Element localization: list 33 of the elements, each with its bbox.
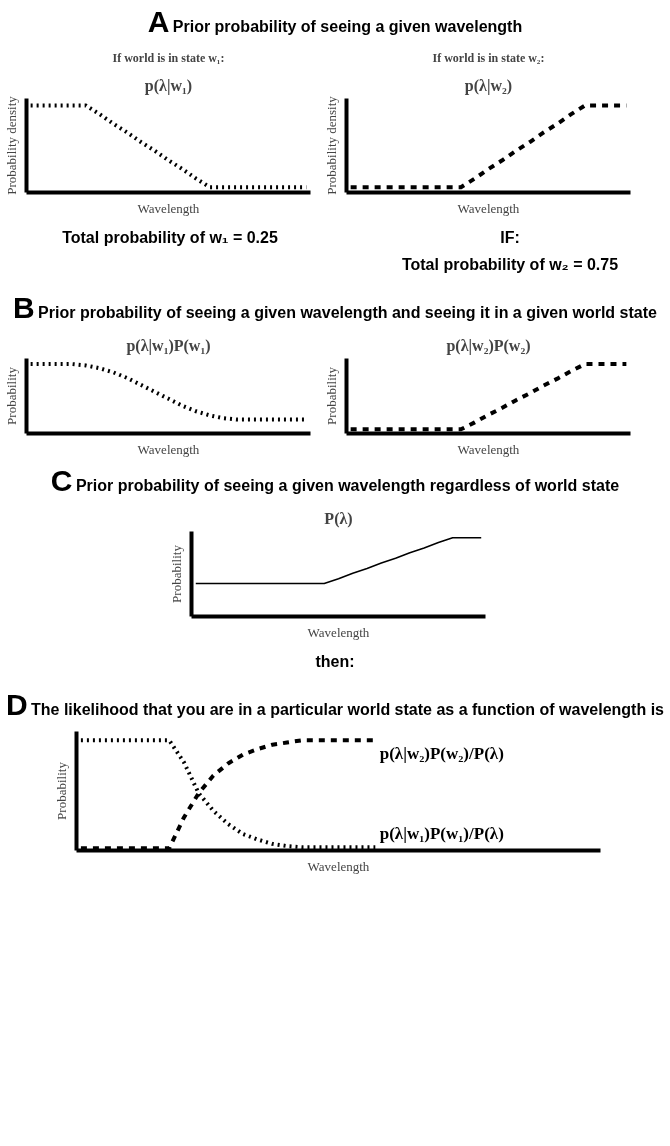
x-axis-title: Wavelength (137, 441, 200, 457)
x-axis-title: Wavelength (457, 200, 520, 216)
y-axis-title: Probability (168, 544, 184, 603)
chart-subtitle: If world is in state w₁: (112, 50, 225, 65)
text: Prior probability of seeing a given wavelength (172, 18, 523, 35)
x-axis-title: Wavelength (307, 858, 370, 874)
text: A (147, 5, 170, 38)
text: Prior probability of seeing a given wavelength regardless of world state (75, 476, 620, 494)
text: then: (314, 651, 356, 672)
chart-subtitle: If world is in state w₂: (432, 50, 545, 65)
chart-title: p(λ|w₂) (464, 76, 513, 95)
y-axis-title: Probability (3, 366, 19, 425)
x-axis-title: Wavelength (307, 624, 370, 640)
chart-title: P(λ) (324, 509, 353, 528)
chart-title: p(λ|w₁) (144, 76, 193, 95)
text: IF: (499, 228, 521, 248)
text: D (5, 687, 28, 721)
text: Total probability of w₂ = 0.75 (400, 254, 620, 275)
series-label: p(λ|w₁)P(w₁)/P(λ) (379, 823, 504, 843)
text: B (13, 290, 35, 324)
x-axis-title: Wavelength (457, 441, 520, 457)
chart-title: p(λ|w₂)P(w₂) (446, 336, 531, 355)
text: Total probability of w₁ = 0.25 (61, 228, 279, 248)
x-axis-title: Wavelength (137, 200, 200, 216)
y-axis-title: Probability (53, 761, 69, 820)
text: C (50, 463, 73, 497)
text: Prior probability of seeing a given wavelength and seeing it in a given world state (38, 303, 657, 321)
text: The likelihood that you are in a particular world state as a function of wavelength is (31, 700, 665, 718)
chart-title: p(λ|w₁)P(w₁) (126, 336, 211, 355)
series-label: p(λ|w₂)P(w₂)/P(λ) (379, 743, 504, 763)
y-axis-title: Probability (323, 366, 339, 425)
y-axis-title: Probability density (3, 95, 19, 195)
y-axis-title: Probability density (323, 95, 339, 195)
